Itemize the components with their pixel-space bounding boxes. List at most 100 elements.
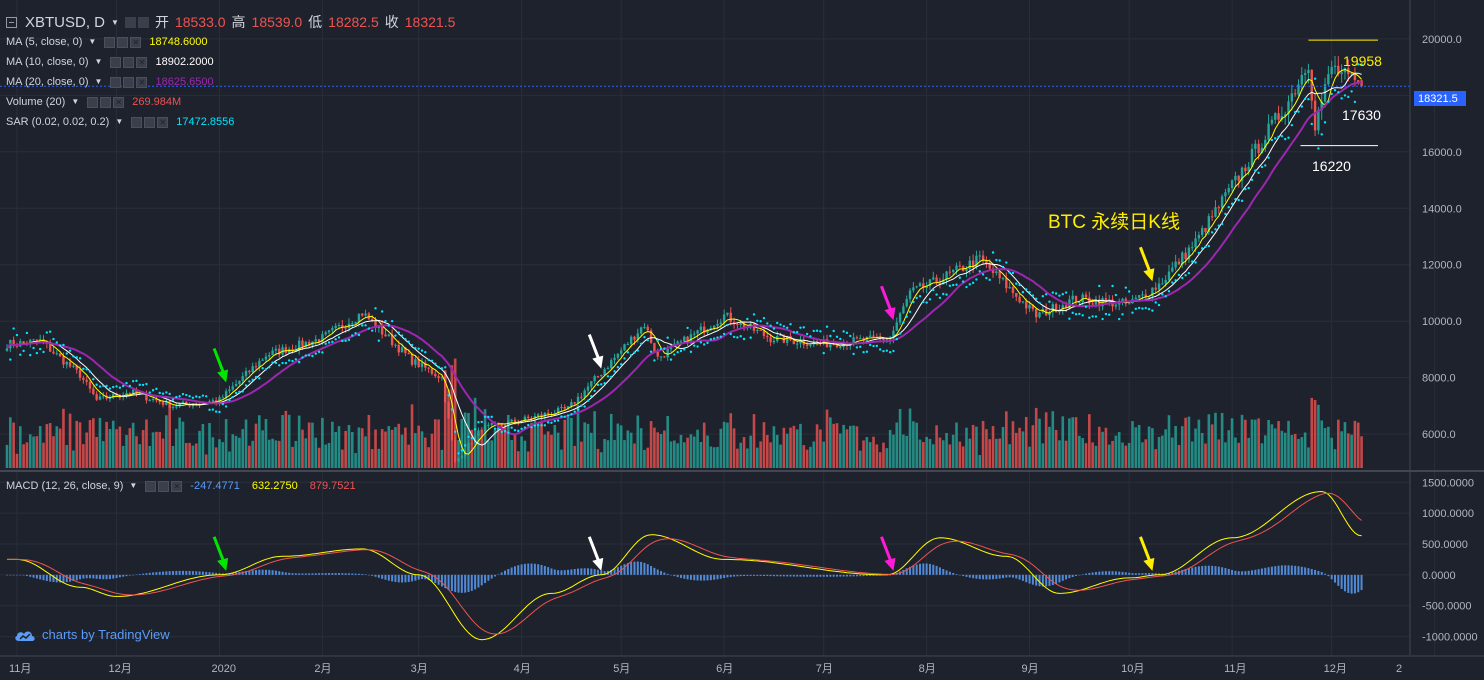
macd-histogram-bar [215,572,218,575]
chevron-down-icon[interactable]: ▼ [115,117,124,126]
candle-body [1154,287,1157,290]
macd-histogram-bar [205,571,208,575]
gear-icon[interactable] [158,480,170,492]
candle-body [208,401,211,404]
time-tick-label: 2月 [314,663,331,675]
chevron-down-icon[interactable]: ▼ [111,17,119,27]
gear-icon[interactable] [117,36,129,48]
volume-bar [1254,419,1257,468]
macd-histogram-bar [15,574,18,576]
volume-bar [105,421,108,468]
candle-body [278,348,281,355]
indicator-name[interactable]: SAR (0.02, 0.02, 0.2) [6,116,110,128]
chevron-down-icon[interactable]: ▼ [129,481,138,490]
macd-histogram-bar [557,570,560,575]
eye-icon[interactable] [145,480,157,492]
sar-dot [1360,63,1363,66]
symbol-name[interactable]: XBTUSD, D [25,13,106,31]
close-icon[interactable]: ✕ [157,116,169,128]
volume-bar [1078,435,1081,468]
macd-histogram-bar [1151,573,1154,575]
sar-dot [480,420,483,424]
volume-bar [769,442,772,468]
macd-legend-name[interactable]: MACD (12, 26, close, 9) [6,480,124,492]
macd-histogram-bar [1131,573,1134,575]
sar-dot [1064,291,1068,294]
volume-bar [1094,445,1098,468]
close-icon[interactable]: ✕ [113,96,125,108]
sar-dot [181,392,185,396]
close-icon[interactable]: ✕ [136,76,148,88]
tradingview-brand[interactable]: charts by TradingView [14,627,170,642]
sar-dot [653,359,656,362]
volume-bar [918,439,922,468]
sar-dot [560,415,563,418]
gear-icon[interactable] [123,76,135,88]
gear-icon[interactable] [100,96,112,108]
macd-histogram-bar [52,574,55,583]
macd-histogram-bar [235,572,238,575]
macd-histogram-bar [1184,568,1187,575]
volume-bar [560,449,563,468]
eye-icon[interactable] [124,16,136,28]
candle-body [537,414,540,416]
macd-histogram-bar [401,574,404,583]
candle-body [942,279,945,285]
candle-body [102,395,105,397]
volume-bar [397,423,401,468]
indicator-name[interactable]: MA (5, close, 0) [6,36,83,48]
indicator-name[interactable]: Volume (20) [6,96,66,108]
close-icon[interactable]: ✕ [130,36,142,48]
candle-body [663,356,666,358]
sar-dot [1091,315,1094,318]
sar-dot [344,339,347,343]
collapse-icon[interactable] [6,16,17,28]
gear-icon[interactable] [123,56,135,68]
candle-body [258,360,261,367]
volume-bar [590,432,593,468]
arrow-shaft [587,334,601,362]
chevron-down-icon[interactable]: ▼ [71,97,80,106]
gear-icon[interactable] [144,116,156,128]
sar-dot [1018,283,1021,287]
macd-histogram-bar [268,569,271,575]
candle-body [430,368,434,374]
volume-bar [1121,442,1124,468]
macd-histogram-bar [65,574,68,583]
volume-bar [1234,437,1237,468]
gear-icon[interactable] [137,16,149,28]
close-icon[interactable]: ✕ [136,56,148,68]
sar-dot [839,337,842,341]
eye-icon[interactable] [131,116,143,128]
sar-dot [45,331,49,334]
candle-body [161,402,165,405]
macd-histogram-bar [1237,571,1240,575]
chevron-down-icon[interactable]: ▼ [88,37,97,46]
volume-bar [862,440,865,468]
indicator-name[interactable]: MA (20, close, 0) [6,76,89,88]
sar-dot [9,358,12,361]
sar-dot [859,345,862,349]
volume-bar [228,451,231,468]
eye-icon[interactable] [104,36,116,48]
sar-dot [1357,63,1360,66]
volume-bar [304,438,308,468]
sar-dot [288,359,291,362]
candle-body [908,290,912,300]
eye-icon[interactable] [110,76,122,88]
chevron-down-icon[interactable]: ▼ [94,57,103,66]
volume-bar [1048,426,1051,468]
candle-body [1290,93,1294,102]
eye-icon[interactable] [110,56,122,68]
macd-histogram-bar [231,572,234,575]
close-icon[interactable]: ✕ [171,480,183,492]
candle-body [769,337,772,343]
sar-dot [254,375,258,379]
candle-body [792,340,796,345]
chevron-down-icon[interactable]: ▼ [94,77,103,86]
indicator-name[interactable]: MA (10, close, 0) [6,56,89,68]
macd-histogram-bar [1171,572,1174,575]
macd-histogram-bar [630,562,633,575]
eye-icon[interactable] [87,96,99,108]
